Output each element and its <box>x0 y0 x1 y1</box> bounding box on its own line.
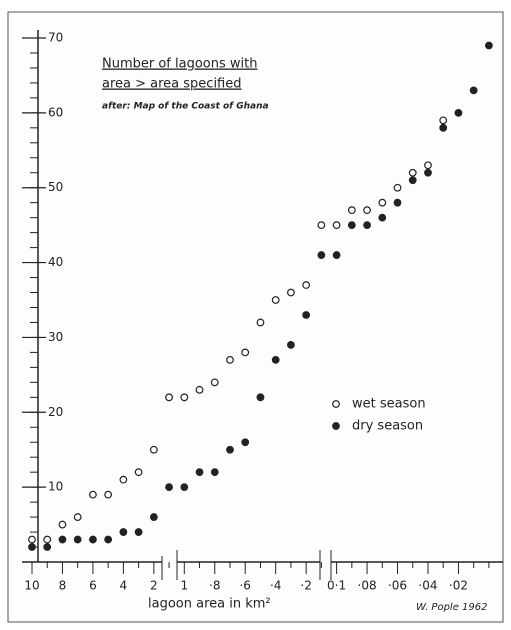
legend-label: wet season <box>352 397 426 412</box>
credit: W. Pople 1962 <box>416 602 487 613</box>
point <box>393 183 402 192</box>
point <box>347 221 356 230</box>
point <box>241 348 250 357</box>
point <box>287 341 295 349</box>
y-tick-label: 10 <box>48 480 63 494</box>
point <box>317 251 326 259</box>
x-tick-label: ·04 <box>418 579 437 593</box>
point <box>439 116 448 125</box>
point <box>58 535 67 544</box>
point <box>439 123 448 132</box>
point <box>73 535 82 544</box>
point <box>363 206 371 215</box>
x-tick-label: ·02 <box>449 579 468 593</box>
point <box>241 438 250 447</box>
point <box>454 108 463 117</box>
x-tick-label: 4 <box>120 579 128 593</box>
y-tick-label: 40 <box>48 255 63 269</box>
y-tick-label: 20 <box>48 405 63 419</box>
x-tick-label: ·6 <box>239 579 250 593</box>
legend-marker <box>332 422 340 430</box>
point <box>408 168 417 177</box>
x-tick-label: 6 <box>89 579 97 593</box>
legend-marker <box>332 400 340 408</box>
point <box>119 528 128 536</box>
point <box>271 355 280 364</box>
x-tick-label: ·06 <box>388 579 407 593</box>
x-tick-label: 0·1 <box>327 579 346 593</box>
point <box>104 490 113 499</box>
point <box>332 221 341 230</box>
point <box>89 535 97 544</box>
point <box>149 513 158 521</box>
chart-subtitle: after: Map of the Coast of Ghana <box>102 102 269 112</box>
y-tick-label: 50 <box>48 180 63 194</box>
point <box>378 198 387 207</box>
point <box>58 520 67 529</box>
point <box>43 543 52 551</box>
point <box>119 475 128 484</box>
point <box>408 176 417 185</box>
point <box>43 535 52 544</box>
x-tick-label: ·8 <box>209 579 220 593</box>
x-axis-label: lagoon area in km² <box>148 597 271 612</box>
y-tick-label: 60 <box>48 105 63 119</box>
point <box>180 393 189 402</box>
x-tick-label: ·2 <box>300 579 311 593</box>
frame <box>7 11 504 623</box>
chart-title: Number of lagoons with <box>102 57 257 72</box>
point <box>424 168 432 177</box>
point <box>393 198 402 207</box>
point <box>332 251 341 259</box>
point <box>256 393 265 402</box>
point <box>210 468 219 477</box>
point <box>134 468 143 477</box>
point <box>302 311 311 319</box>
point <box>469 86 478 95</box>
legend-label: dry season <box>352 419 423 434</box>
point <box>347 206 356 215</box>
point <box>287 288 295 297</box>
point <box>73 513 82 521</box>
x-tick-label: 8 <box>59 579 67 593</box>
point <box>28 543 36 551</box>
point <box>195 385 204 394</box>
x-tick-label: ·4 <box>270 579 281 593</box>
point <box>165 393 173 402</box>
point <box>485 41 493 50</box>
point <box>363 221 371 230</box>
point <box>256 318 265 327</box>
x-tick-label: ·08 <box>358 579 377 593</box>
point <box>104 535 113 544</box>
x-tick-label: 1 <box>180 579 188 593</box>
y-tick-label: 70 <box>48 31 63 45</box>
chart-title: area > area specified <box>102 77 242 92</box>
point <box>210 378 219 387</box>
point <box>271 296 280 304</box>
point <box>89 490 97 499</box>
point <box>378 213 387 222</box>
point <box>195 468 204 477</box>
x-tick-label: 10 <box>24 579 39 593</box>
y-tick-label: 30 <box>48 330 63 344</box>
point <box>165 483 173 492</box>
x-tick-label: 2 <box>150 579 158 593</box>
point <box>317 221 326 230</box>
point <box>226 355 234 364</box>
point <box>180 483 189 492</box>
point <box>424 161 432 170</box>
point <box>28 535 36 544</box>
point <box>134 528 143 536</box>
point <box>302 281 311 289</box>
point <box>149 445 158 454</box>
point <box>226 445 234 454</box>
